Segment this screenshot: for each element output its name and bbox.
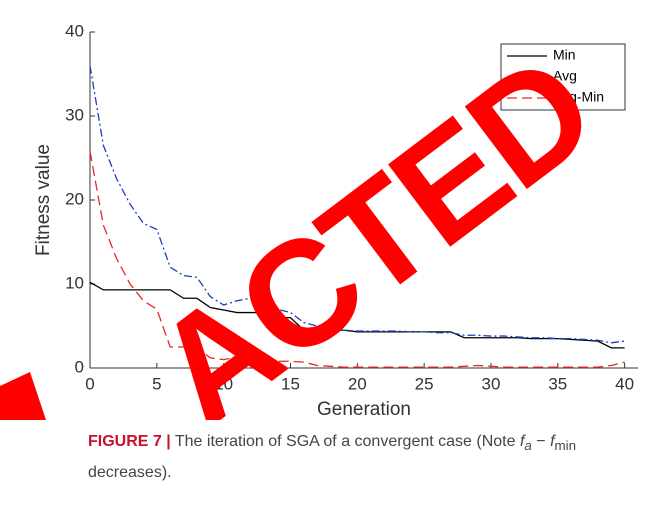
series-line <box>89 151 625 368</box>
caption-label: FIGURE 7 | <box>88 433 171 450</box>
y-tick-label: 40 <box>65 21 84 40</box>
x-tick-label: 10 <box>214 374 233 393</box>
caption-text: − <box>531 433 551 450</box>
overlay-text: ACTED <box>124 24 622 420</box>
x-axis-label: Generation <box>317 399 411 420</box>
caption-text: a <box>524 438 532 454</box>
legend-label: Avg-Min <box>553 89 604 105</box>
legend-box <box>500 43 626 111</box>
y-axis-label: Fitness value <box>33 144 54 256</box>
x-tick-label: 30 <box>482 374 501 393</box>
series-line <box>89 65 625 344</box>
x-tick-label: 35 <box>548 374 567 393</box>
x-tick-label: 5 <box>152 374 161 393</box>
x-tick-label: 40 <box>615 374 634 393</box>
caption: FIGURE 7 | The iteration of SGA of a con… <box>88 428 658 486</box>
caption-text: The iteration of SGA of a convergent cas… <box>174 433 520 450</box>
x-tick-label: 25 <box>415 374 434 393</box>
chart: 0 10 20 30 40 0 5 10 15 20 25 30 35 40 Generation Fitne… <box>0 21 638 457</box>
y-tick-label: 10 <box>65 273 84 292</box>
caption-text: decreases). <box>88 464 172 482</box>
legend-label: Avg <box>553 68 577 84</box>
x-tick-label: 15 <box>281 374 300 393</box>
caption-text: f <box>550 433 555 450</box>
y-tick-label: 30 <box>65 105 84 124</box>
x-tick-label: 20 <box>348 374 367 393</box>
y-tick-label: 20 <box>65 189 84 208</box>
series-line <box>89 281 625 349</box>
overlay-shape <box>0 372 46 420</box>
caption-text: min <box>554 438 576 454</box>
x-tick-label: 0 <box>85 374 94 393</box>
caption-text: f <box>519 433 525 450</box>
legend-label: Min <box>553 47 576 63</box>
y-tick-label: 0 <box>75 357 84 376</box>
